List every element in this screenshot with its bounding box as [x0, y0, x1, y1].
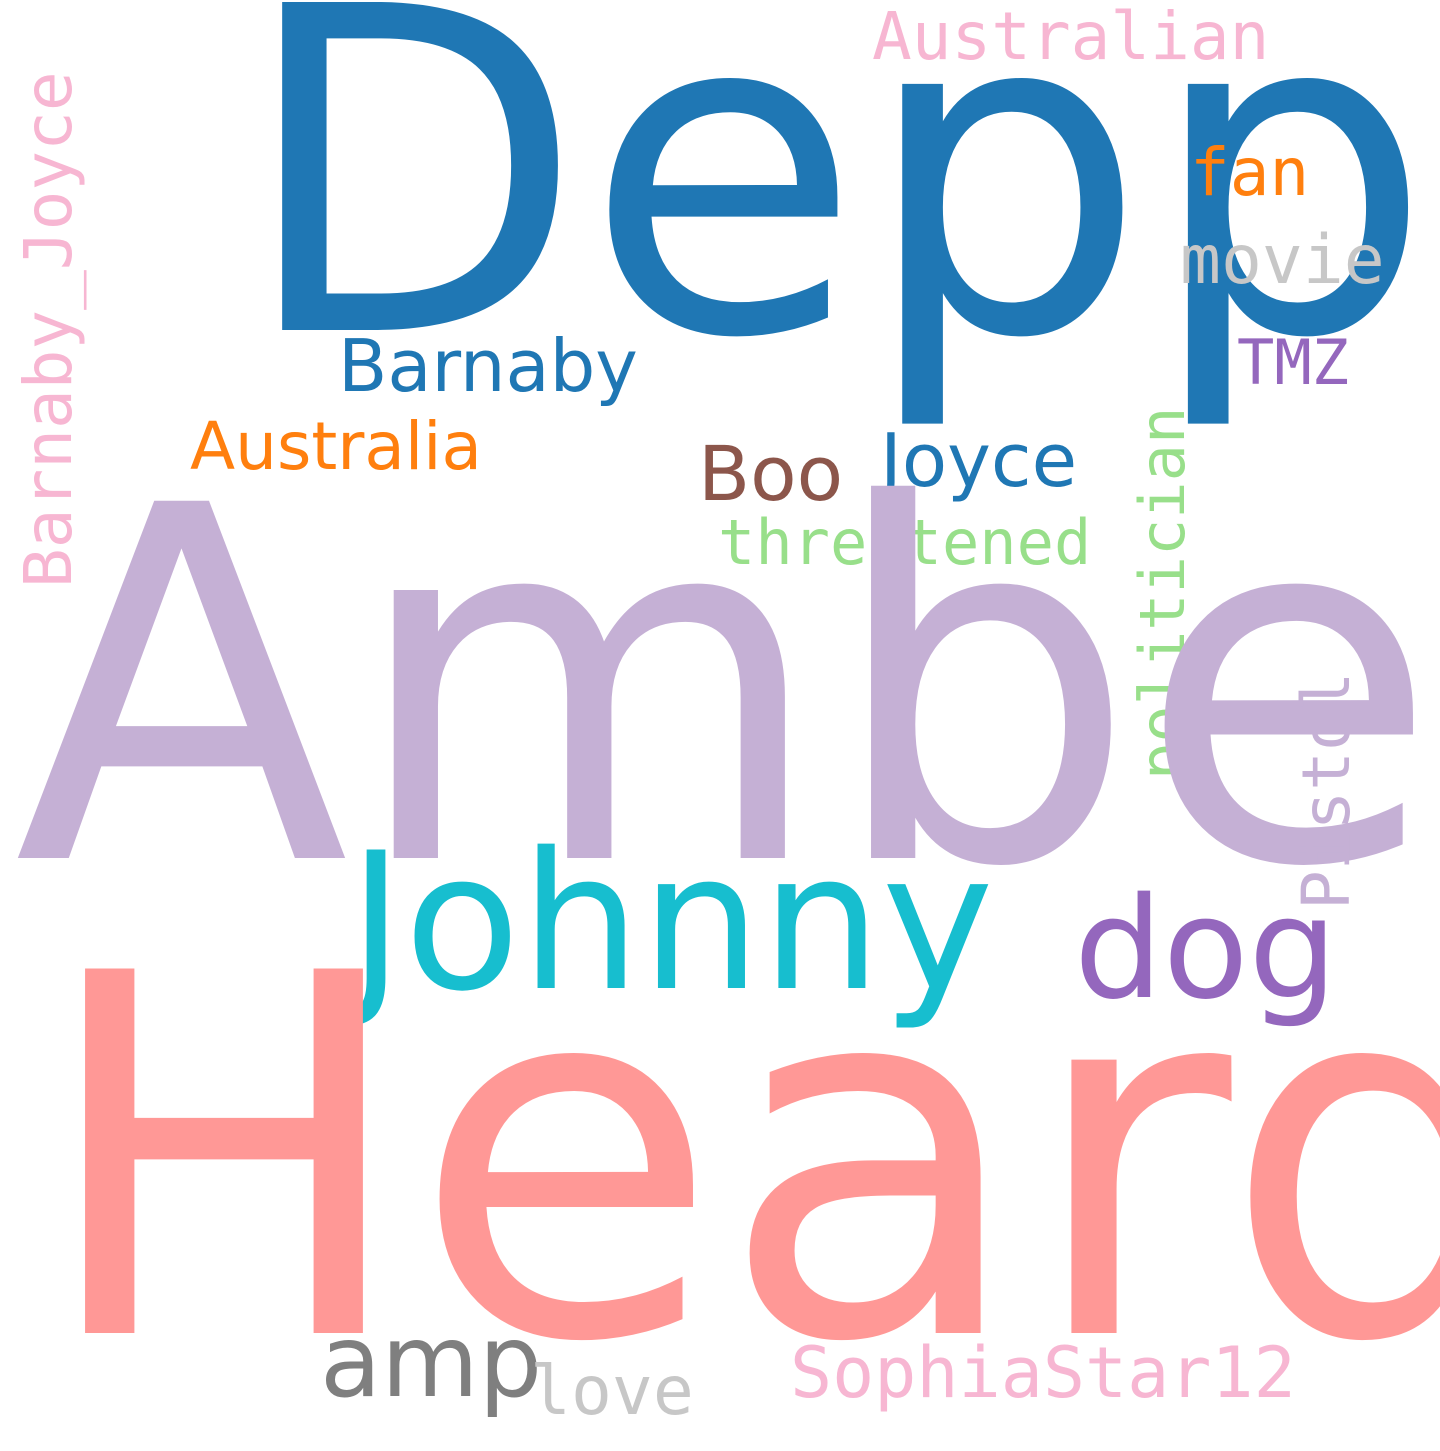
word-joyce: Joyce: [880, 418, 1078, 504]
word-johnny: Johnny: [348, 812, 994, 1033]
word-love: love: [530, 1352, 694, 1431]
word-amber: Amber: [14, 403, 1440, 974]
word-depp: Depp: [238, 0, 1433, 437]
word-sophiastar12: SophiaStar12: [790, 1332, 1296, 1414]
word-dog: dog: [1074, 868, 1338, 1031]
word-australia: Australia: [190, 408, 482, 485]
word-tmz: TMZ: [1237, 326, 1349, 399]
word-boo: Boo: [698, 429, 844, 518]
word-australian: Australian: [872, 0, 1270, 75]
word-fan: fan: [1190, 134, 1310, 211]
word-barnaby: Barnaby: [338, 324, 638, 408]
word-threatened: threatened: [718, 506, 1092, 579]
word-heard: Heard: [36, 869, 1440, 1451]
word-amp: amp: [320, 1303, 543, 1420]
word-movie: movie: [1180, 221, 1385, 300]
